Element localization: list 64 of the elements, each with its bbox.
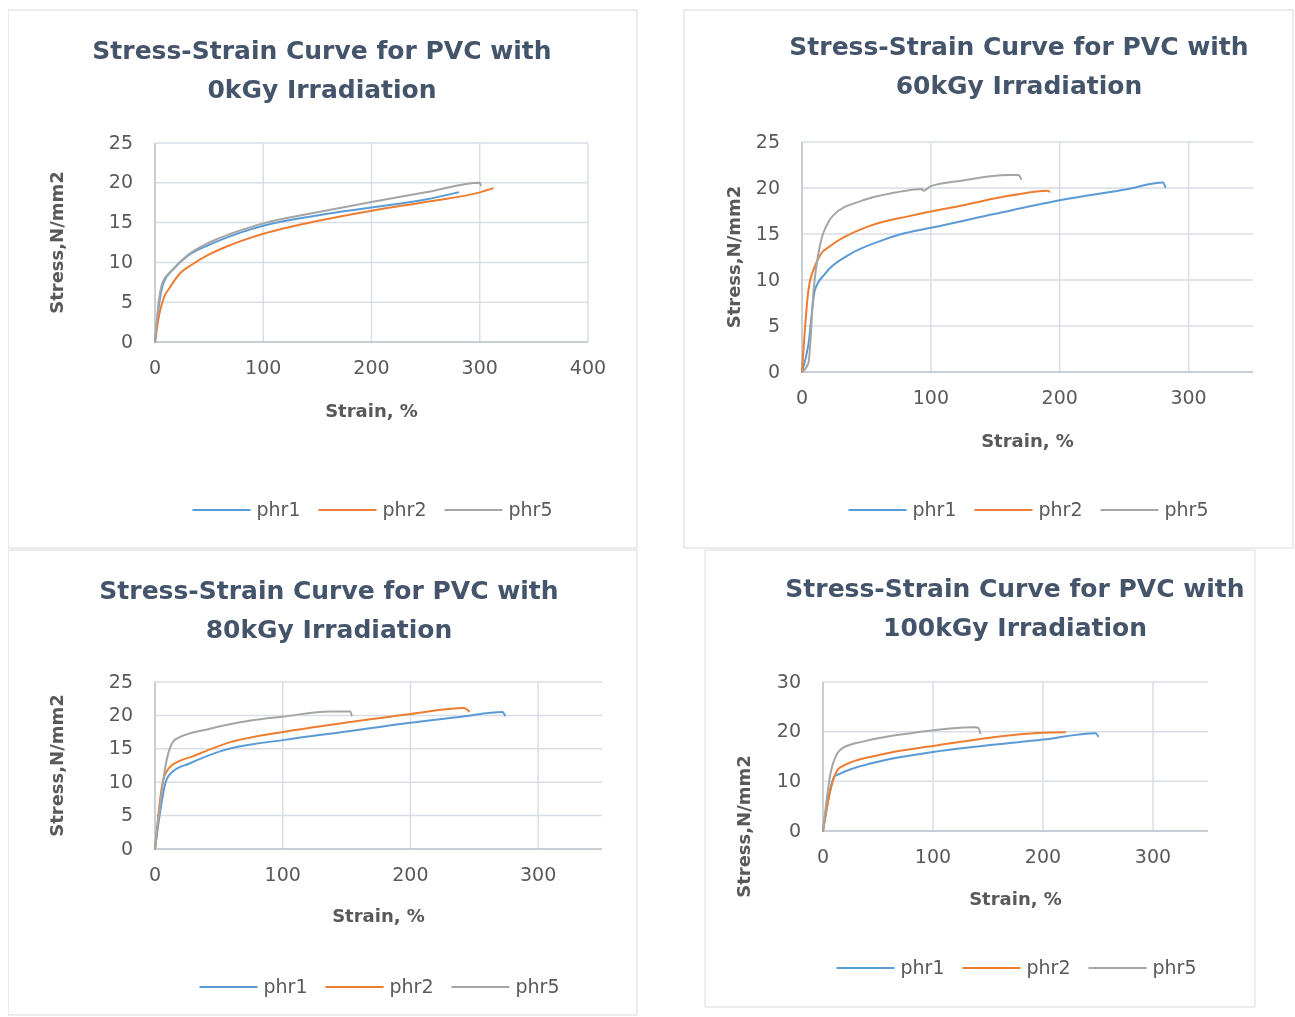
y-tick-label: 25: [108, 130, 133, 153]
legend-label: phr1: [912, 497, 957, 520]
y-tick-label: 20: [108, 702, 133, 725]
legend-label: phr5: [515, 974, 560, 997]
legend-label: phr5: [1164, 497, 1209, 520]
x-tick-label: 300: [520, 863, 557, 885]
y-tick-label: 25: [108, 669, 133, 692]
line-series: [801, 189, 1051, 373]
line-series: [801, 174, 1023, 373]
x-axis-title: Strain, %: [969, 888, 1062, 909]
x-tick-label: 200: [1024, 845, 1062, 867]
y-axis-title: Stress,N/mm2: [46, 171, 67, 314]
x-tick-label: 100: [914, 845, 952, 867]
x-tick-label: 200: [1041, 386, 1078, 408]
legend-label: phr5: [508, 497, 553, 520]
legend-label: phr2: [1026, 955, 1071, 978]
y-tick-label: 10: [108, 249, 133, 272]
x-axis-title: Strain, %: [332, 905, 425, 926]
chart-title: Stress-Strain Curve for PVC with 80kGy Irradiation: [99, 576, 559, 644]
y-tick-label: 10: [755, 267, 780, 290]
y-axis-title: Stress,N/mm2: [46, 694, 67, 837]
legend-label: phr1: [900, 955, 945, 978]
y-tick-label: 20: [755, 175, 780, 198]
legend-label: phr2: [389, 974, 434, 997]
y-tick-label: 20: [108, 170, 133, 193]
chart-title: Stress-Strain Curve for PVC with 100kGy Irradiation: [785, 574, 1245, 642]
y-tick-label: 20: [776, 719, 801, 742]
y-tick-label: 10: [108, 769, 133, 792]
y-tick-label: 15: [108, 210, 133, 233]
y-tick-label: 25: [755, 129, 780, 152]
y-tick-label: 15: [108, 736, 133, 759]
x-tick-label: 0: [148, 356, 162, 378]
x-tick-label: 300: [461, 356, 498, 378]
x-tick-label: 0: [816, 845, 830, 867]
y-tick-label: 5: [767, 313, 780, 336]
line-series: [822, 726, 982, 832]
y-tick-label: 5: [120, 803, 133, 826]
legend-label: phr1: [263, 974, 308, 997]
x-tick-label: 100: [245, 356, 282, 378]
y-axis-title: Stress,N/mm2: [733, 755, 754, 898]
line-series: [154, 710, 353, 850]
y-axis-title: Stress,N/mm2: [723, 185, 744, 329]
x-axis-title: Strain, %: [981, 430, 1074, 451]
chart-title: Stress-Strain Curve for PVC with 60kGy Irradiation: [789, 32, 1249, 100]
x-tick-label: 200: [392, 863, 429, 885]
x-tick-label: 200: [353, 356, 390, 378]
legend-label: phr5: [1152, 955, 1197, 978]
y-tick-label: 30: [776, 669, 801, 692]
y-tick-label: 0: [120, 329, 133, 352]
x-tick-label: 100: [912, 386, 949, 408]
x-axis-title: Strain, %: [325, 400, 418, 421]
x-tick-label: 0: [148, 863, 162, 885]
y-tick-label: 5: [120, 289, 133, 312]
y-tick-label: 15: [755, 221, 780, 244]
x-tick-label: 400: [569, 356, 607, 378]
y-tick-label: 10: [776, 768, 801, 791]
legend-label: phr1: [256, 497, 301, 520]
legend-label: phr2: [1038, 497, 1083, 520]
chart-title: Stress-Strain Curve for PVC with 0kGy Irradiation: [92, 36, 552, 104]
y-tick-label: 0: [788, 818, 801, 841]
x-tick-label: 100: [264, 863, 301, 885]
legend-label: phr2: [382, 497, 427, 520]
x-tick-label: 300: [1134, 845, 1172, 867]
x-tick-label: 300: [1170, 386, 1207, 408]
